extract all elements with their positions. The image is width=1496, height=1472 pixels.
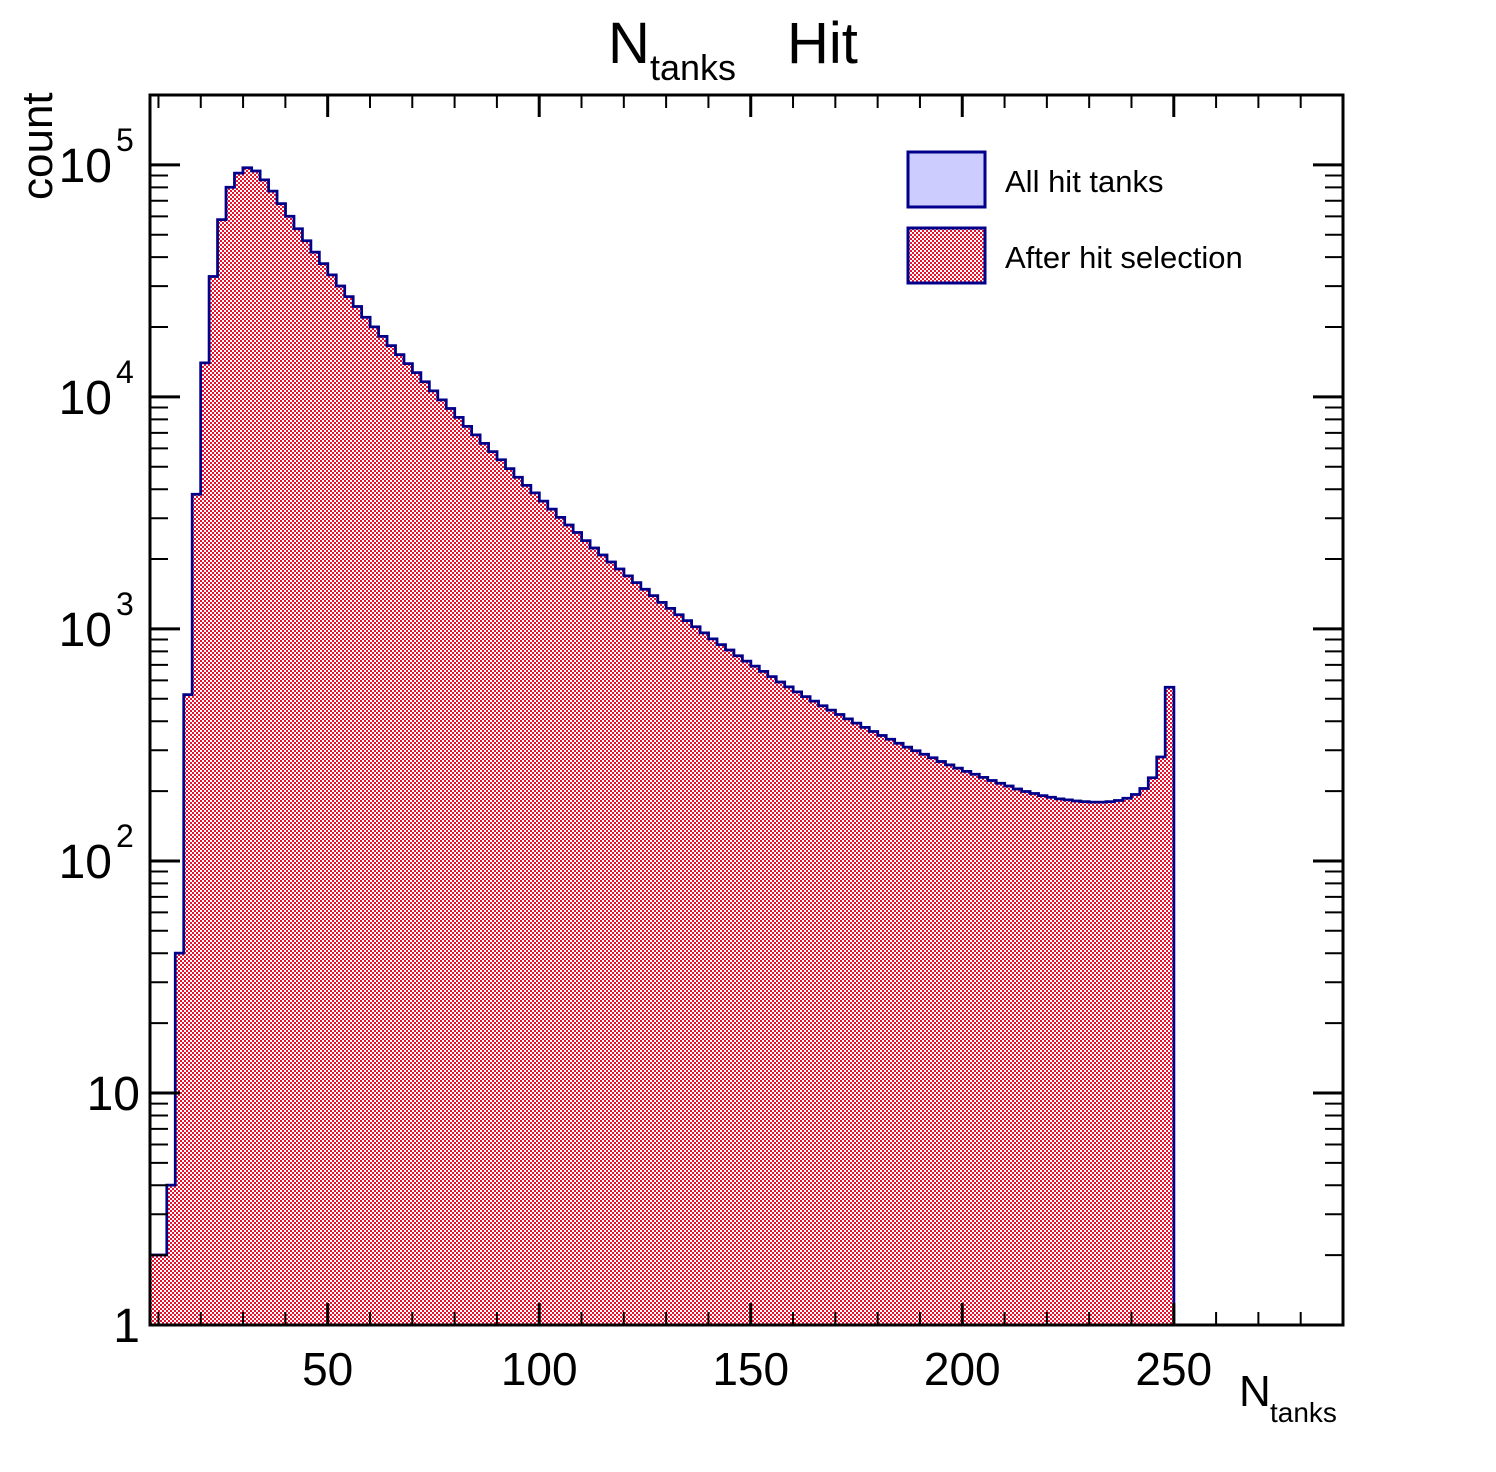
x-tick-label: 50 xyxy=(302,1343,353,1395)
x-axis-label: N tanks xyxy=(1239,1367,1337,1428)
chart-title: N tanks Hit xyxy=(608,11,858,88)
x-tick-label: 250 xyxy=(1135,1343,1212,1395)
histogram-series-after-hit-selection xyxy=(150,166,1176,1325)
y-tick-label-exponent: 4 xyxy=(116,354,134,390)
legend-label-after-hit-selection: After hit selection xyxy=(1005,240,1243,275)
y-axis-label: count xyxy=(13,92,62,200)
y-tick-label-mantissa: 1 xyxy=(113,1300,140,1353)
axis-ticks-layer xyxy=(150,95,1343,1327)
y-tick-label-mantissa: 10 xyxy=(59,836,112,889)
chart-title-main: N xyxy=(608,11,650,76)
y-tick-label-mantissa: 10 xyxy=(59,604,112,657)
chart-title-subscript: tanks xyxy=(650,47,736,88)
y-tick-label: 10 4 xyxy=(59,354,134,425)
y-tick-label: 10 5 xyxy=(59,122,134,193)
y-tick-label-exponent: 3 xyxy=(116,586,134,622)
x-tick-label: 200 xyxy=(924,1343,1001,1395)
chart-legend: All hit tanks After hit selection xyxy=(906,150,1243,285)
x-axis-label-subscript: tanks xyxy=(1270,1397,1337,1428)
legend-swatch-all-hit-tanks xyxy=(906,150,987,209)
y-tick-label: 10 xyxy=(87,1068,140,1121)
legend-swatch-after-hit-selection xyxy=(906,226,987,285)
y-tick-label-mantissa: 10 xyxy=(87,1068,140,1121)
y-tick-label-mantissa: 10 xyxy=(59,372,112,425)
y-tick-label: 1 xyxy=(113,1300,140,1353)
plot-frame xyxy=(148,93,1345,1327)
x-tick-label: 100 xyxy=(501,1343,578,1395)
y-tick-label: 10 3 xyxy=(59,586,134,657)
chart-title-tail: Hit xyxy=(787,11,858,76)
legend-label-all-hit-tanks: All hit tanks xyxy=(1005,164,1164,199)
y-tick-label-exponent: 2 xyxy=(116,818,134,854)
histogram-bars-layer xyxy=(150,166,1176,1325)
x-axis-label-main: N xyxy=(1239,1367,1271,1416)
y-tick-label-mantissa: 10 xyxy=(59,140,112,193)
y-tick-label-exponent: 5 xyxy=(116,122,134,158)
y-tick-label: 10 2 xyxy=(59,818,134,889)
x-tick-label: 150 xyxy=(712,1343,789,1395)
